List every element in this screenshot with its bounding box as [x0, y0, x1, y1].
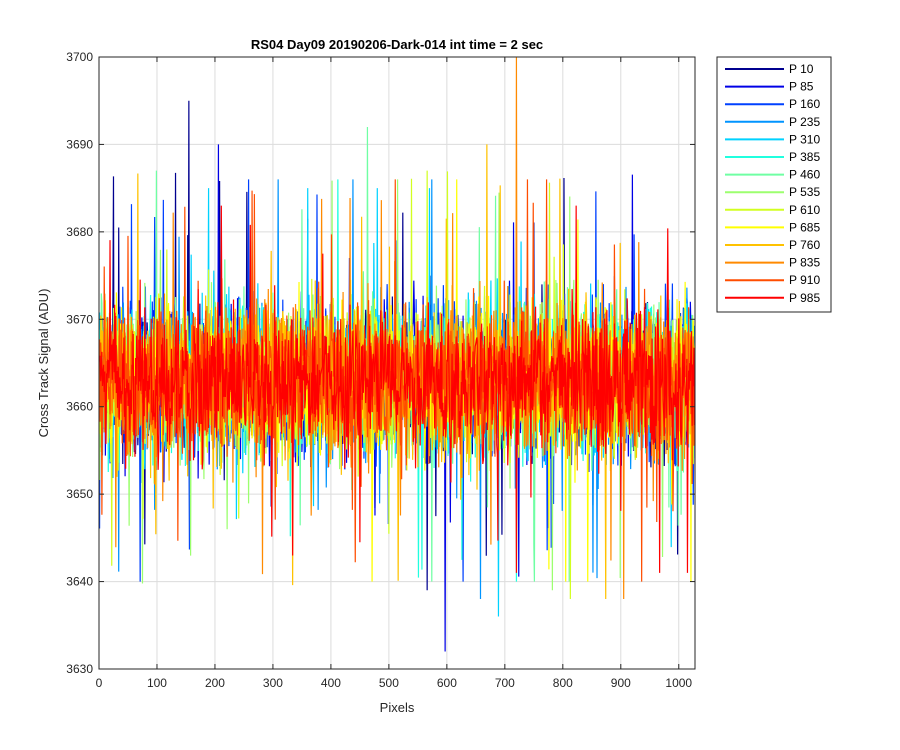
legend-label: P 235 [789, 115, 820, 129]
y-tick-label: 3650 [66, 487, 93, 501]
y-tick-label: 3680 [66, 225, 93, 239]
legend-label: P 685 [789, 220, 820, 234]
y-tick-label: 3660 [66, 400, 93, 414]
y-tick-label: 3670 [66, 312, 93, 326]
x-tick-label: 200 [205, 676, 225, 690]
legend-box [716, 56, 832, 313]
x-tick-label: 700 [495, 676, 515, 690]
x-tick-label: 0 [96, 676, 103, 690]
chart-title: RS04 Day09 20190206-Dark-014 int time = … [251, 37, 543, 52]
y-tick-label: 3700 [66, 50, 93, 64]
legend: P 10 P 85 P 160 P 235 P 310 P 385 P 460 P 535 P … [716, 56, 832, 313]
x-axis-label: Pixels [380, 700, 415, 715]
legend-label: P 160 [789, 97, 820, 111]
legend-label: P 310 [789, 132, 820, 146]
legend-label: P 85 [789, 80, 814, 94]
legend-label: P 385 [789, 150, 820, 164]
legend-label: P 760 [789, 238, 820, 252]
x-tick-label: 800 [553, 676, 573, 690]
legend-label: P 835 [789, 256, 820, 270]
series-group [99, 57, 695, 652]
x-tick-label: 100 [147, 676, 167, 690]
x-tick-label: 500 [379, 676, 399, 690]
legend-label: P 610 [789, 203, 820, 217]
x-tick-label: 1000 [665, 676, 692, 690]
y-tick-label: 3640 [66, 575, 93, 589]
legend-label: P 10 [789, 62, 814, 76]
y-tick-label: 3630 [66, 662, 93, 676]
legend-label: P 460 [789, 168, 820, 182]
y-tick-label: 3690 [66, 137, 93, 151]
y-axis: 3630 3640 3650 3660 3670 3680 3690 3700 [66, 50, 695, 676]
x-tick-label: 900 [611, 676, 631, 690]
x-tick-label: 600 [437, 676, 457, 690]
y-axis-label: Cross Track Signal (ADU) [36, 289, 51, 438]
x-axis: 0 100 200 300 400 500 600 700 800 900 1000 [96, 57, 692, 690]
legend-label: P 910 [789, 273, 820, 287]
plot-frame [98, 56, 696, 670]
x-tick-label: 400 [321, 676, 341, 690]
x-tick-label: 300 [263, 676, 283, 690]
series-line-p-985 [99, 205, 695, 573]
legend-label: P 985 [789, 291, 820, 305]
legend-label: P 535 [789, 185, 820, 199]
